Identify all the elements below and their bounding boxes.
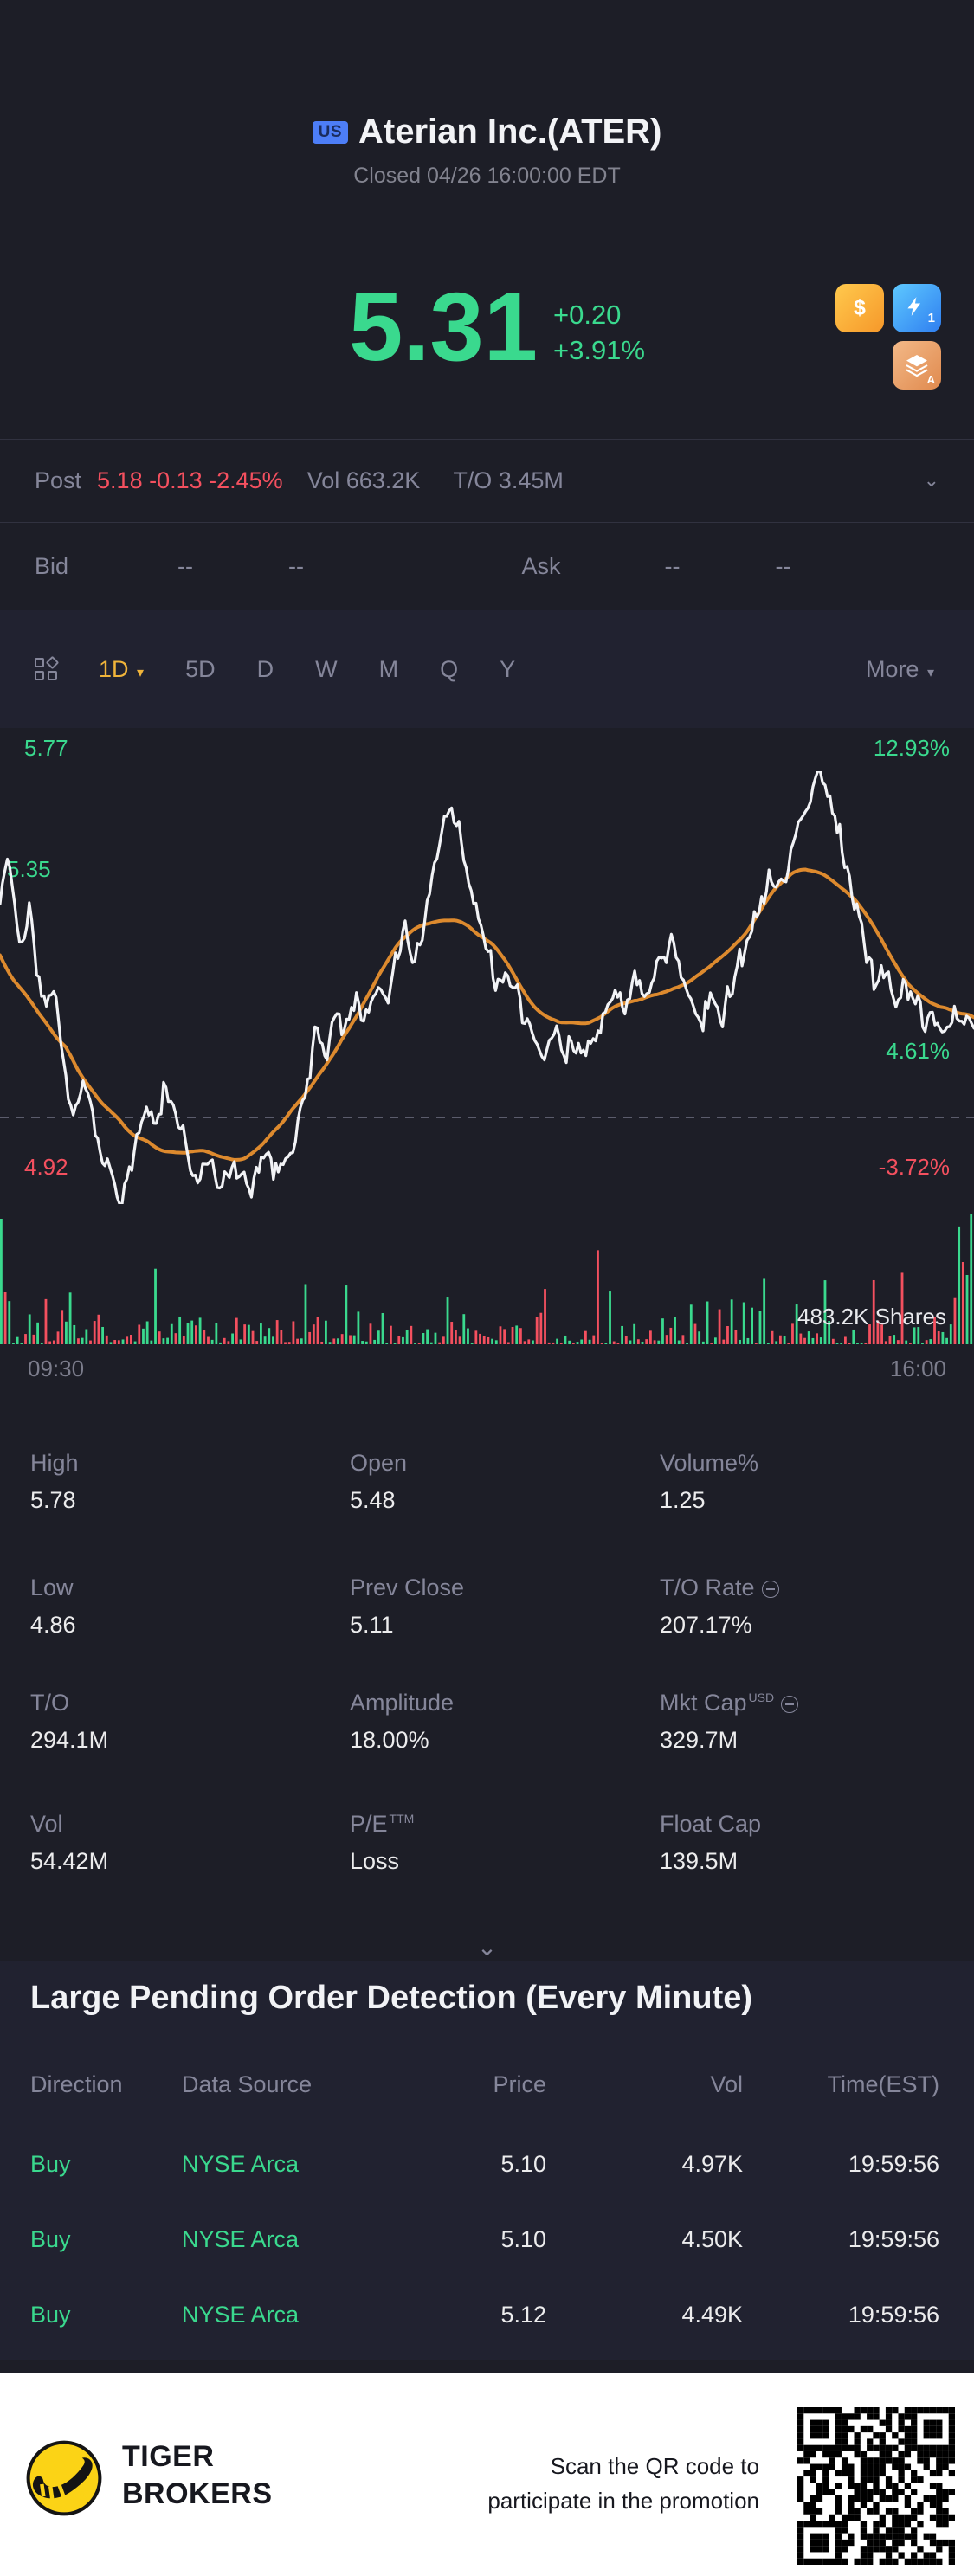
svg-text:$: $ [854, 296, 866, 320]
